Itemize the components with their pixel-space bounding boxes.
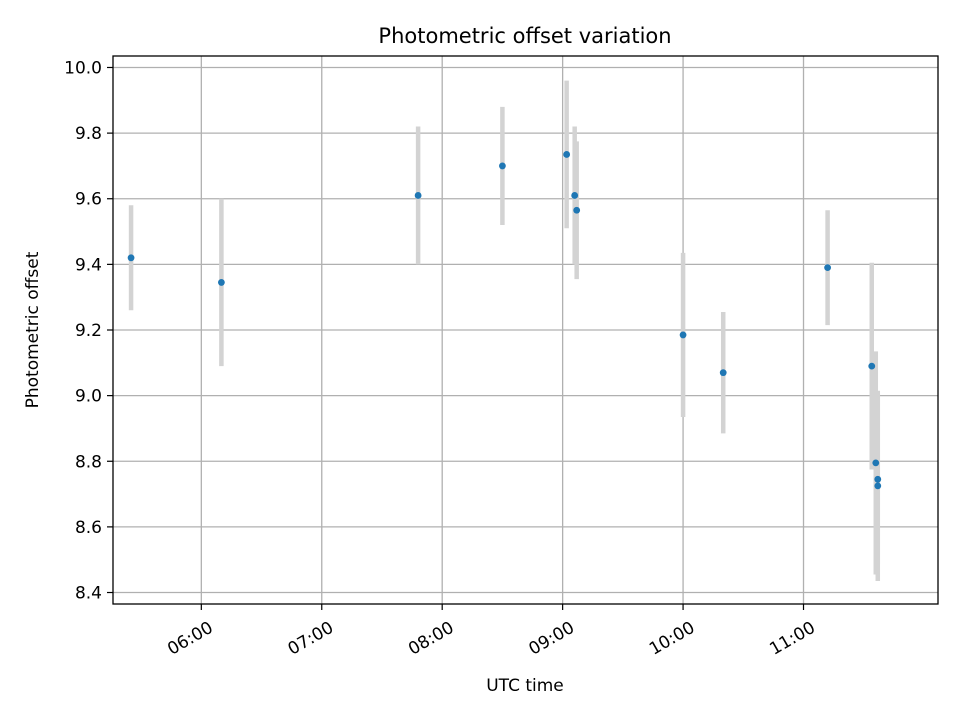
y-tick-label: 9.0 [75, 387, 102, 407]
y-tick-label: 9.6 [75, 190, 102, 210]
y-axis: 8.4 8.6 8.8 9.0 9.2 9.4 9.6 9.8 10.0 [64, 58, 113, 604]
data-point [719, 369, 727, 377]
data-point [874, 475, 882, 483]
data-point [868, 362, 876, 370]
y-tick-label: 10.0 [64, 58, 102, 78]
data-points [127, 151, 882, 490]
data-point [217, 279, 225, 286]
data-point [824, 264, 831, 272]
y-tick-label: 8.8 [75, 452, 102, 472]
data-point [127, 254, 135, 262]
data-point [872, 459, 880, 467]
y-tick-label: 9.8 [75, 124, 102, 144]
data-point [573, 206, 581, 214]
y-tick-label: 8.6 [75, 518, 102, 538]
data-point [679, 331, 687, 339]
data-point [563, 151, 571, 158]
data-point [571, 192, 579, 199]
y-tick-label: 9.4 [75, 255, 102, 275]
x-axis-label: UTC time [486, 676, 564, 696]
data-point [414, 192, 422, 199]
y-tick-label: 8.4 [75, 584, 102, 604]
data-point [874, 482, 882, 490]
y-tick-label: 9.2 [75, 321, 102, 341]
chart-title: Photometric offset variation [378, 24, 671, 48]
y-axis-label: Photometric offset [23, 251, 43, 408]
data-point [499, 162, 506, 170]
